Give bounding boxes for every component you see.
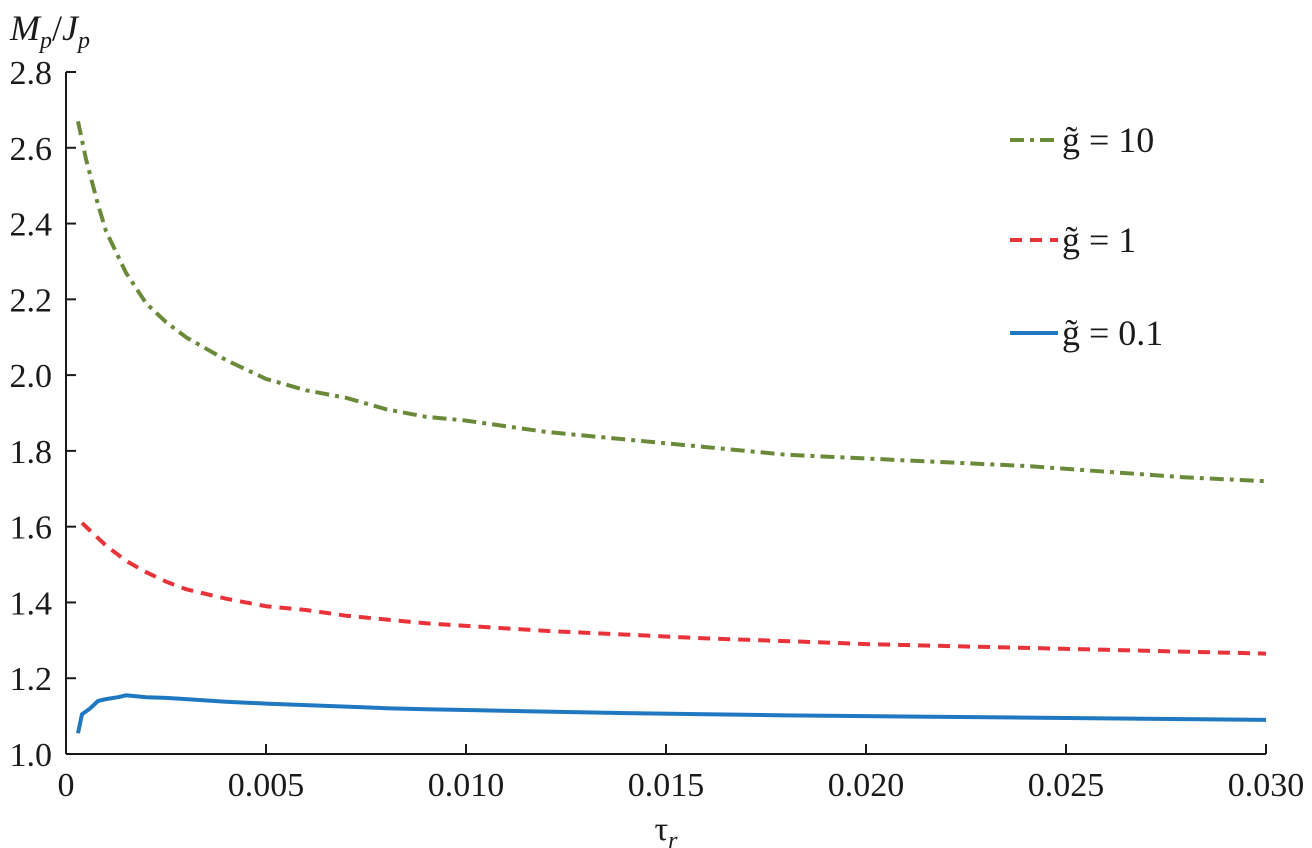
series-line-2	[76, 693, 1267, 734]
x-tick-label: 0.010	[428, 767, 505, 804]
x-tick-label: 0.005	[228, 767, 305, 804]
y-tick-label: 1.4	[10, 585, 53, 622]
y-tick-label: 2.4	[10, 207, 53, 244]
axes	[65, 72, 1266, 755]
x-tick-label: 0.015	[628, 767, 705, 804]
y-axis-title: Mp/Jp	[9, 8, 90, 54]
y-tick-label: 2.8	[10, 55, 53, 92]
series-line-1	[80, 521, 1267, 656]
x-tick-label: 0.030	[1228, 767, 1305, 804]
y-ticks: 1.0 1.2 1.4 1.6 1.8 2.0 2.2 2.4 2.6 2.8	[10, 55, 76, 774]
y-tick-label: 1.6	[10, 510, 53, 547]
y-tick-label: 1.0	[10, 737, 53, 774]
y-tick-label: 2.2	[10, 282, 53, 319]
y-tick-label: 2.0	[10, 358, 53, 395]
x-tick-label: 0.025	[1028, 767, 1105, 804]
series-line-0	[76, 120, 1267, 484]
y-tick-label: 1.8	[10, 434, 53, 471]
x-tick-label-zero: 0	[58, 767, 75, 804]
legend-label-1: g̃ = 1	[1062, 220, 1136, 260]
x-ticks: 0.005 0.010 0.015 0.020 0.025 0.030	[228, 744, 1305, 804]
legend-label-0: g̃ = 10	[1062, 120, 1154, 160]
x-axis-title: τr	[654, 811, 678, 848]
legend-label-2: g̃ = 0.1	[1062, 313, 1163, 353]
series-group	[76, 120, 1267, 734]
y-tick-label: 1.2	[10, 661, 53, 698]
x-tick-label: 0.020	[828, 767, 905, 804]
y-tick-label: 2.6	[10, 131, 53, 168]
legend: g̃ = 10 g̃ = 1 g̃ = 0.1	[1010, 120, 1163, 353]
